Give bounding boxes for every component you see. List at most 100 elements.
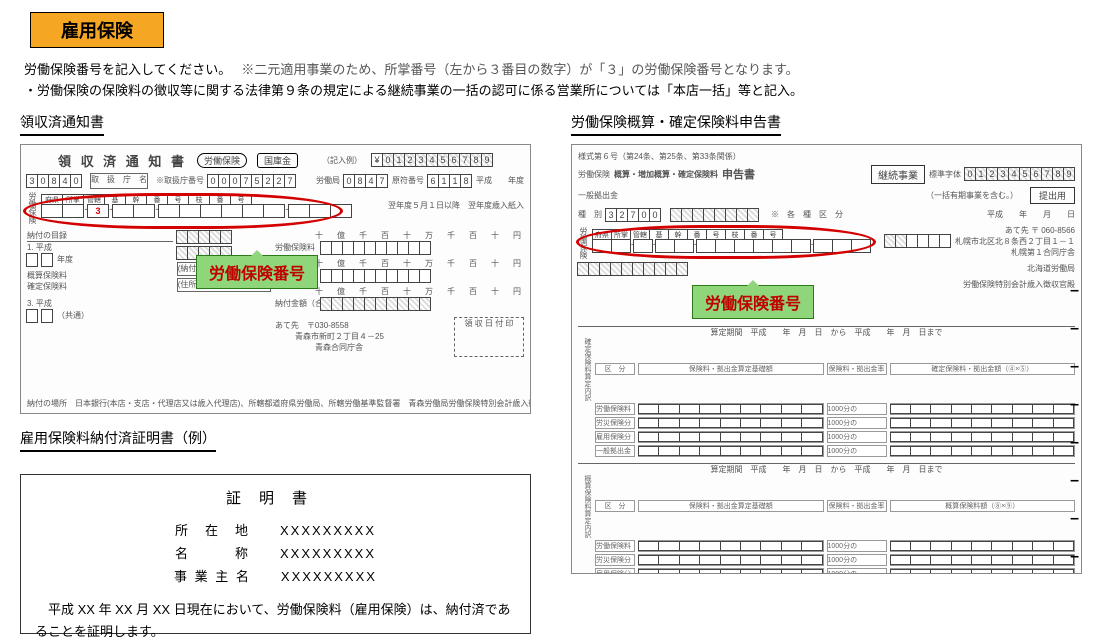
dash-icon: – [1070, 320, 1079, 338]
roudou-number-prefix: 労働保険 [27, 192, 38, 220]
receipt-title: 領 収 済 通 知 書 [58, 151, 187, 170]
digits-header-2: 十 億 千 百 十 万 千 百 十 円 [315, 258, 524, 269]
teishutsu: 提出用 [1030, 187, 1075, 204]
left-column: 領収済通知書 領 収 済 通 知 書 労働保険 国庫金 （記入例） ¥01234… [20, 112, 531, 634]
section-banner: 雇用保険 [30, 12, 164, 48]
right-number-prefix: 労働保険 [578, 227, 589, 255]
side-dashes: – – – – – – – – [1070, 282, 1079, 566]
sample-label: 標準字体 [929, 169, 961, 180]
kakutei-section: 算定期間 平成 年 月 日 から 平成 年 月 日まで 確定保険料算定内訳 区 … [578, 326, 1075, 457]
long-row-boxes-b: ---- [593, 239, 871, 253]
hdr2: 一般拠出金 [578, 190, 618, 201]
shubetsu-label: 種 別 [578, 209, 602, 220]
declaration-form: 様式第６号（第24条、第25条、第33条関係） 労働保険 概算・増加概算・確定保… [571, 144, 1082, 574]
kinyurei-label: （記入例） [322, 155, 362, 166]
long-row-labels: 府県所掌管轄基幹番号枝番号 [42, 194, 252, 204]
roudou-number-block: 府県所掌管轄基幹番号枝番号 -3--- [42, 194, 352, 218]
gaisan-section: 算定期間 平成 年 月 日 から 平成 年 月 日まで 概算保険料算定内訳 区 … [578, 463, 1075, 574]
nofu-4: 3. 平成 [27, 298, 173, 309]
addr1: 青森市新町２丁目４－25 [295, 331, 450, 342]
amounts-block: 十 億 千 百 十 万 千 百 十 円 労働保険料 十 億 千 百 十 万 千 … [275, 230, 524, 360]
hdr1a: 労働保険 [578, 169, 610, 180]
hdr1b: 概算・増加概算・確定保険料 [614, 169, 718, 180]
cert-frame: 証明書 所 在 地 XXXXXXXXX 名 称 XXXXXXXXX 事 業 主 … [20, 474, 531, 634]
hdr3: 継続事業 [871, 165, 925, 184]
col-gaku: 確定保険料・拠出金額（④×⑤） [890, 363, 1076, 375]
sample-digits-b: 0123456789 [965, 167, 1075, 181]
badge-roudouhoken: 労働保険 [197, 153, 247, 168]
atesaki: あて先 〒030-8558 [275, 320, 450, 331]
badge-kokko: 国庫金 [257, 153, 298, 168]
intro-block: 労働保険番号を記入してください。 ※二元適用事業のため、所掌番号（左から３番目の… [24, 60, 1082, 102]
dash-icon: – [1070, 358, 1079, 376]
col-gaku2: 概算保険料額（⑧×⑨） [890, 500, 1076, 512]
cert-title: 証明書 [35, 487, 516, 508]
hdr-small1: 様式第６号（第24条、第25条、第33条関係） [578, 151, 741, 162]
shozoku-label: ※取扱庁番号 [156, 175, 204, 186]
code3-boxes: 0847 [344, 174, 388, 188]
nendo-label: 平成 年度 [476, 175, 524, 186]
r-addr2: 札幌市北区北８条西２丁目１－１ [955, 236, 1075, 247]
hdr3b: （一括有期事業を含む。） [926, 190, 1018, 201]
receipt-form: 領 収 済 通 知 書 労働保険 国庫金 （記入例） ¥0123456789 3… [20, 144, 531, 414]
kyoutsuu: （共通） [57, 310, 89, 321]
digits-header: 十 億 千 百 十 万 千 百 十 円 [315, 230, 524, 241]
code-top-b: 32700 [606, 208, 661, 222]
cert-l1-label: 所 在 地 [175, 523, 250, 538]
intro-line-1a: 労働保険番号を記入してください。 [24, 62, 238, 77]
amt-roudou-label: 労働保険料 [275, 242, 317, 253]
right-number-block: 府県所掌管轄基幹番号枝番号 ---- [593, 229, 871, 253]
code1-boxes: 30840 [27, 174, 82, 188]
col-hoken2: 保険料・拠出金算定基礎額 [638, 500, 824, 512]
dash-icon: – [1070, 434, 1079, 452]
period-1: 算定期間 平成 年 月 日 から 平成 年 月 日まで [578, 327, 1075, 338]
col-kubun: 区 分 [595, 363, 635, 375]
nofu-1: 1. 平成 [27, 242, 173, 253]
cert-l2: 名 称 XXXXXXXXX [35, 543, 516, 562]
period-2: 算定期間 平成 年 月 日 から 平成 年 月 日まで [578, 464, 1075, 475]
cert-l2-val: XXXXXXXXX [280, 546, 376, 561]
nofu-3b: 確定保険料 [27, 281, 173, 292]
hdr1c: 申告書 [722, 166, 755, 182]
code2-boxes: 00075227 [208, 174, 296, 188]
sec-kakutei: 確定保険料算定内訳 [578, 338, 592, 401]
sec-gaisan: 概算保険料算定内訳 [578, 475, 592, 538]
cert-l3-val: XXXXXXXXX [281, 569, 377, 584]
dense-rows-b: 労働保険料 1000分の 労災保険分 1000分の 雇用保険分 1000分の 一… [578, 540, 1075, 574]
foot: 納付の場所 日本銀行(本店・支店・代理店又は歳入代理店)、所轄都道府県労働局、所… [27, 398, 400, 409]
code4-boxes: 6118 [428, 174, 472, 188]
nofu-3a: 概算保険料 [27, 270, 173, 281]
nofu-header: 納付の目録 [27, 230, 173, 242]
nofu-2: 年度 [57, 254, 73, 265]
r-addr3: 札幌第１合同庁舎 [955, 247, 1075, 258]
digits-header-3: 十 億 千 百 十 万 千 百 十 円 [315, 286, 524, 297]
toriatsukaichou-label: 取 扱 庁 名 [90, 173, 148, 189]
col-ritsu: 保険料・拠出金率 [827, 363, 887, 375]
cert-l2-label: 名 称 [175, 546, 250, 561]
nofu-block: 納付の目録 1. 平成 年度 概算保険料 確定保険料 3. 平成 （共通） [27, 230, 173, 326]
right-subhead: 労働保険概算・確定保険料申告書 [571, 112, 781, 136]
heisei: 平成 年 月 日 [987, 209, 1075, 220]
dense-rows-a: 労働保険料 1000分の 労災保険分 1000分の 雇用保険分 1000分の 一… [578, 403, 1075, 457]
long-row-labels-b: 府県所掌管轄基幹番号枝番号 [593, 229, 783, 239]
right-column: 労働保険概算・確定保険料申告書 様式第６号（第24条、第25条、第33条関係） … [571, 112, 1082, 634]
long-row-boxes: -3--- [42, 204, 352, 218]
r-addr: あて先 〒 060-8566 [955, 225, 1075, 236]
dash-icon: – [1070, 282, 1079, 300]
intro-line-1b: ※二元適用事業のため、所掌番号（左から３番目の数字）が「３」の労働保険番号となり… [241, 62, 798, 77]
amt-total-label: 納付金額（合計額） [275, 298, 317, 309]
intro-line-2: ・労働保険の保険料の徴収等に関する法律第９条の規定による継続事業の一括の認可に係… [24, 81, 1082, 102]
date-note: 翌年度５月１日以降 翌年度歳入紙入 [388, 200, 524, 211]
sample-digit-boxes: ¥0123456789 [372, 153, 493, 167]
cert-subhead: 雇用保険料納付済証明書（例） [20, 428, 216, 452]
cert-l1-val: XXXXXXXXX [280, 523, 376, 538]
dash-icon: – [1070, 396, 1079, 414]
dash-icon: – [1070, 510, 1079, 528]
cert-l3: 事 業 主 名 XXXXXXXXX [35, 566, 516, 585]
cert-l3-label: 事 業 主 名 [174, 569, 251, 584]
col-kubun2: 区 分 [595, 500, 635, 512]
roudoukyoku-label: 労働局 [316, 175, 340, 186]
addr2: 青森合同庁舎 [315, 342, 450, 353]
intro-line-1: 労働保険番号を記入してください。 ※二元適用事業のため、所掌番号（左から３番目の… [24, 60, 1082, 81]
col-ritsu2: 保険料・拠出金率 [827, 500, 887, 512]
